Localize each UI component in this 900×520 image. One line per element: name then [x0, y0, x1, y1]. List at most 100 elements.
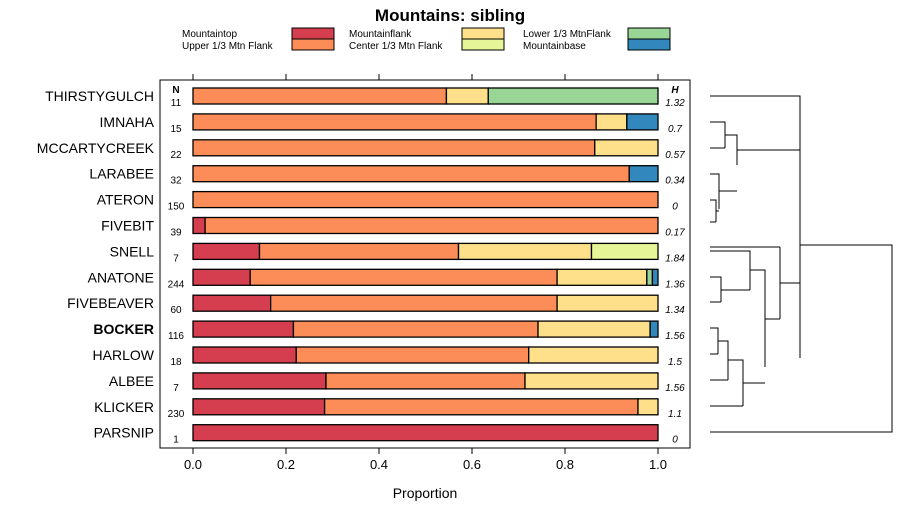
n-value: 7 [173, 383, 179, 394]
n-value: 15 [170, 124, 182, 135]
bar-segment [205, 218, 658, 234]
n-header: N [172, 85, 179, 96]
bar-segment [296, 347, 528, 363]
bar-segment [293, 321, 538, 337]
n-value: 116 [168, 331, 184, 342]
bar-segment [193, 88, 446, 104]
row-label: BOCKER [93, 321, 154, 337]
bar-segment [259, 243, 458, 259]
bar-segment [193, 321, 293, 337]
legend-label: Upper 1/3 Mtn Flank [182, 41, 274, 52]
n-value: 32 [170, 176, 182, 187]
bar-segment [538, 321, 650, 337]
bar-row: LARABEE 32 0.34 [89, 166, 685, 187]
n-value: 150 [168, 202, 185, 213]
row-label: PARSNIP [94, 425, 154, 441]
x-tick-label: 0.2 [277, 457, 295, 472]
row-label: KLICKER [94, 399, 154, 415]
bar-row: ANATONE 244 1.36 [88, 269, 686, 290]
dendrogram-branch [710, 277, 721, 302]
bar-segment [647, 269, 653, 285]
h-value: 1.1 [668, 409, 682, 420]
x-tick-label: 0.0 [184, 457, 202, 472]
row-label: SNELL [110, 243, 155, 259]
plot-frame [160, 80, 690, 448]
bar-segment [557, 269, 647, 285]
dendrogram-branch [710, 251, 750, 290]
bar-segment [193, 140, 595, 156]
dendrogram-branch [750, 270, 765, 367]
bar-segment [652, 269, 658, 285]
n-value: 230 [168, 409, 185, 420]
bar-segment [193, 243, 259, 259]
dendrogram-branch [710, 96, 800, 358]
dendrogram-branch [710, 122, 725, 148]
row-label: FIVEBEAVER [67, 295, 154, 311]
bar-segment [193, 425, 658, 441]
row-label: LARABEE [89, 166, 154, 182]
row-label: ATERON [97, 192, 154, 208]
h-value: 1.56 [665, 383, 685, 394]
h-value: 1.32 [665, 98, 685, 109]
h-value: 0.7 [668, 124, 682, 135]
bar-row: PARSNIP 1 0 [94, 425, 679, 446]
dendrogram-branch [728, 360, 743, 406]
bar-segment [459, 243, 592, 259]
bar-segment [271, 295, 557, 311]
bar-segment [193, 192, 658, 208]
bar-segment [193, 166, 629, 182]
bar-segment [193, 373, 326, 389]
row-label: ANATONE [88, 269, 154, 285]
h-value: 0 [672, 202, 678, 213]
bar-segment [595, 140, 658, 156]
bar-segment [488, 88, 658, 104]
row-label: FIVEBIT [101, 218, 154, 234]
legend-swatch [628, 39, 670, 50]
h-value: 1.56 [665, 331, 685, 342]
bar-segment [193, 347, 296, 363]
h-value: 0.17 [665, 228, 685, 239]
legend-label: Mountaintop [182, 29, 237, 40]
legend-swatch [292, 39, 334, 50]
bar-row: ATERON 150 0 [97, 192, 679, 213]
bar-segment [629, 166, 658, 182]
n-value: 7 [173, 253, 179, 264]
h-header: H [671, 85, 679, 96]
h-value: 0.34 [665, 176, 685, 187]
n-value: 18 [170, 357, 182, 368]
legend-swatch [292, 28, 334, 39]
n-value: 1 [173, 435, 179, 446]
row-label: ALBEE [109, 373, 154, 389]
chart-svg: Mountains: sibling MountaintopUpper 1/3 … [0, 0, 900, 520]
bar-segment [446, 88, 488, 104]
bar-segment [193, 114, 596, 130]
n-value: 22 [170, 150, 182, 161]
bar-segment [193, 269, 250, 285]
bar-segment [193, 295, 271, 311]
bar-segment [627, 114, 658, 130]
bar-row: HARLOW 18 1.5 [93, 347, 683, 368]
h-value: 1.36 [665, 279, 685, 290]
legend-label: Mountainflank [349, 29, 412, 40]
legend-swatch [628, 28, 670, 39]
legend-swatch [462, 28, 504, 39]
bar-row: IMNAHA 15 0.7 [100, 114, 683, 135]
x-tick-label: 0.8 [556, 457, 574, 472]
legend-label: Mountainbase [523, 41, 586, 52]
x-tick-label: 1.0 [649, 457, 667, 472]
chart-title: Mountains: sibling [375, 6, 525, 25]
bar-row: FIVEBIT 39 0.17 [101, 218, 685, 239]
row-label: THIRSTYGULCH [45, 88, 154, 104]
h-value: 1.84 [665, 253, 685, 264]
x-tick-label: 0.4 [370, 457, 388, 472]
bar-segment [193, 399, 325, 415]
n-value: 60 [170, 305, 182, 316]
bar-row: BOCKER 116 1.56 [93, 321, 685, 342]
h-value: 1.34 [665, 305, 685, 316]
row-label: HARLOW [93, 347, 155, 363]
legend-label: Lower 1/3 MtnFlank [523, 29, 612, 40]
bar-segment [193, 218, 205, 234]
bar-row: ALBEE 7 1.56 [109, 373, 685, 394]
legend-label: Center 1/3 Mtn Flank [349, 41, 443, 52]
